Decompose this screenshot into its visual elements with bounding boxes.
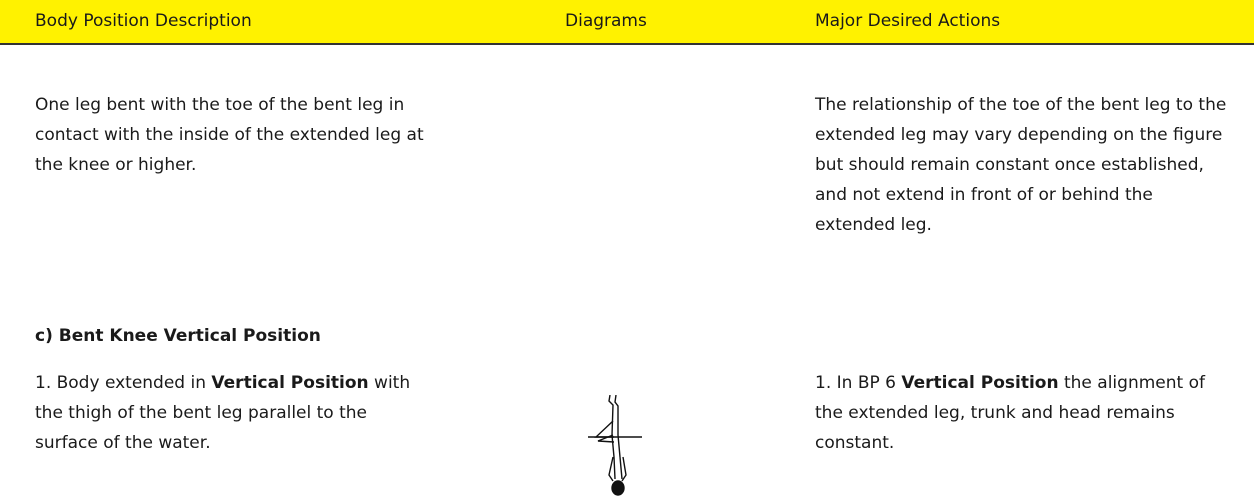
description-text: One leg bent with the toe of the bent le… bbox=[35, 95, 424, 175]
header-cell: Body Position Description bbox=[35, 11, 252, 31]
bent-leg-under bbox=[597, 434, 615, 443]
description-text: 1. Body extended in Vertical Position wi… bbox=[35, 368, 430, 458]
bent-leg bbox=[594, 420, 614, 438]
bold-text: Vertical Position bbox=[211, 373, 369, 393]
position-diagram bbox=[588, 395, 642, 496]
header-cell: Diagrams bbox=[565, 11, 647, 31]
head bbox=[611, 480, 625, 496]
text-run: 1. Body extended in bbox=[35, 373, 212, 393]
text-run: the alignment of the extended leg, trunk… bbox=[815, 373, 1205, 453]
text-run: with the thigh of the bent leg parallel … bbox=[35, 373, 411, 453]
arms bbox=[608, 456, 627, 482]
extended-leg bbox=[608, 395, 616, 480]
extended-leg-back bbox=[614, 395, 621, 458]
section-title: c) Bent Knee Vertical Position bbox=[35, 326, 321, 346]
trunk bbox=[619, 456, 623, 480]
bold-text: Vertical Position bbox=[901, 373, 1059, 393]
header-bar: Body Position Description Diagrams Major… bbox=[0, 0, 1254, 45]
header-cell: Major Desired Actions bbox=[815, 11, 1001, 31]
text-run: 1. In BP 6 bbox=[815, 373, 902, 393]
actions-text: 1. In BP 6 Vertical Position the alignme… bbox=[815, 368, 1235, 458]
actions-text: The relationship of the toe of the bent … bbox=[815, 95, 1227, 235]
